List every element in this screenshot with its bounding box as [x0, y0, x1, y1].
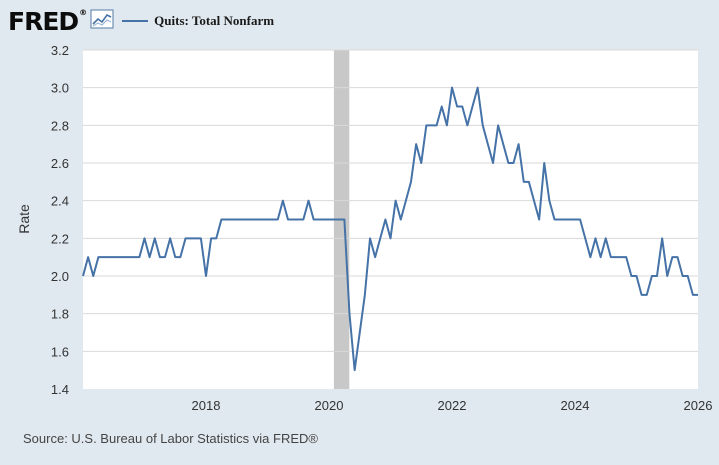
- x-tick-label: 2026: [684, 398, 713, 413]
- x-tick-label: 2018: [192, 398, 221, 413]
- fred-logo[interactable]: FRED®: [8, 6, 87, 36]
- fred-logo-reg: ®: [79, 7, 87, 17]
- y-tick-label: 2.8: [51, 118, 69, 133]
- y-tick-label: 3.2: [51, 43, 69, 58]
- y-tick-label: 1.4: [51, 382, 69, 397]
- legend-swatch: [122, 20, 149, 22]
- y-tick-label: 2.2: [51, 231, 69, 246]
- x-tick-label: 2020: [315, 398, 344, 413]
- y-tick-label: 3.0: [51, 81, 69, 96]
- line-graph-icon[interactable]: [90, 8, 114, 34]
- y-tick-label: 2.0: [51, 269, 69, 284]
- header: FRED® Quits: Total Nonfarm: [8, 6, 274, 36]
- y-tick-label: 2.4: [51, 194, 69, 209]
- plot-area: [83, 50, 698, 389]
- legend[interactable]: Quits: Total Nonfarm: [122, 13, 274, 29]
- series-layer: [82, 86, 698, 372]
- x-tick-label: 2024: [561, 398, 590, 413]
- y-tick-label: 1.8: [51, 307, 69, 322]
- y-axis: 1.4 1.6 1.8 2.0 2.2 2.4 2.6 2.8 3.0 3.2: [51, 43, 69, 397]
- legend-label: Quits: Total Nonfarm: [154, 13, 275, 28]
- source-note: Source: U.S. Bureau of Labor Statistics …: [23, 431, 318, 446]
- y-tick-label: 2.6: [51, 156, 69, 171]
- series-line-quits[interactable]: [82, 86, 698, 372]
- x-axis: 2018 2020 2022 2024 2026: [192, 398, 713, 413]
- y-axis-title: Rate: [16, 204, 32, 234]
- x-tick-label: 2022: [438, 398, 467, 413]
- fred-logo-text: FRED: [8, 6, 79, 36]
- y-tick-label: 1.6: [51, 344, 69, 359]
